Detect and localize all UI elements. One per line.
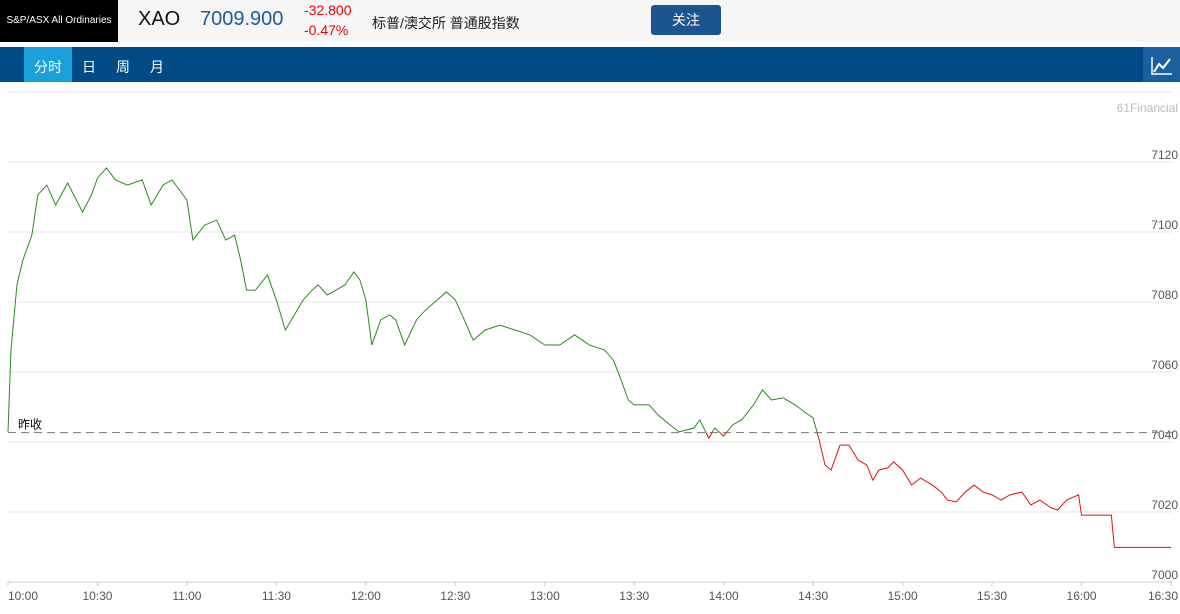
chart-type-button[interactable] (1143, 47, 1180, 82)
index-name: S&P/ASX All Ordinaries (0, 0, 118, 42)
price-line (705, 432, 1171, 548)
x-tick-label: 13:30 (619, 589, 649, 603)
tab[interactable]: 分时 (24, 47, 72, 82)
x-tick-label: 10:30 (82, 589, 112, 603)
y-tick-label: 7040 (1151, 428, 1178, 442)
chart: 61Financial 7000 7020 7040 7060 7080 7100 7120… (7, 91, 1178, 603)
x-tick-label: 14:00 (709, 589, 739, 603)
reference-label: 昨收 (18, 418, 42, 432)
header-bar: S&P/ASX All Ordinaries XAO 7009.900 -32.… (0, 0, 1180, 42)
y-tick-label: 7120 (1151, 148, 1178, 162)
y-tick-label: 7000 (1151, 568, 1178, 582)
y-tick-label: 7020 (1151, 498, 1178, 512)
change-percent: -0.47% (304, 22, 349, 38)
change: -32.800 (304, 2, 352, 18)
price-line (7, 167, 818, 433)
tab[interactable]: 周 (116, 59, 130, 75)
x-tick-label: 10:00 (8, 589, 38, 603)
x-tick-label: 15:00 (888, 589, 918, 603)
tab[interactable]: 月 (150, 59, 164, 75)
x-tick-label: 12:30 (440, 589, 470, 603)
x-tick-label: 16:30 (1148, 589, 1178, 603)
tab[interactable]: 日 (82, 59, 96, 75)
y-tick-label: 7100 (1151, 218, 1178, 232)
x-tick-label: 16:00 (1067, 589, 1097, 603)
watermark: 61Financial (1117, 101, 1178, 115)
chart-icon (1151, 57, 1172, 75)
y-tick-label: 7080 (1151, 288, 1178, 302)
x-tick-label: 15:30 (977, 589, 1007, 603)
index-full-name: 标普/澳交所 普通股指数 (372, 15, 520, 31)
x-tick-label: 11:30 (262, 589, 291, 603)
follow-button[interactable]: 关注 (651, 5, 721, 35)
tab-bar: 分时 日 周 月 (0, 47, 1180, 82)
price: 7009.900 (200, 8, 284, 30)
x-tick-label: 13:00 (530, 589, 560, 603)
x-tick-label: 14:30 (798, 589, 828, 603)
x-tick-label: 11:00 (172, 589, 201, 603)
x-tick-label: 12:00 (351, 589, 381, 603)
y-tick-label: 7060 (1151, 358, 1178, 372)
symbol: XAO (138, 8, 181, 30)
